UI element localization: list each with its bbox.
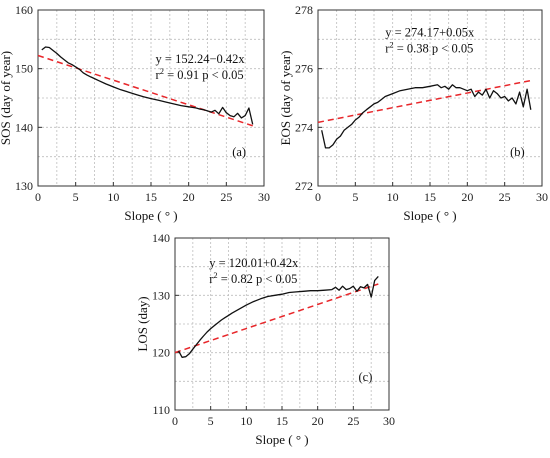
x-tick-label: 25 <box>499 190 511 204</box>
x-tick-label: 15 <box>424 190 436 204</box>
regression-equation: y = 120.01+0.42x <box>209 256 299 270</box>
y-axis-title: SOS (day of year) <box>0 51 13 145</box>
x-tick-label: 20 <box>461 190 473 204</box>
x-axis-title: Slope ( ° ) <box>403 208 456 223</box>
x-axis-title: Slope ( ° ) <box>124 208 177 223</box>
x-tick-label: 10 <box>387 190 399 204</box>
x-tick-label: 10 <box>107 190 119 204</box>
y-tick-label: 274 <box>295 120 313 134</box>
trend-line <box>317 79 531 124</box>
panel-c: 0 5 10 15 20 25 30 110 120 130 140 Slope ( ° ) LOS (… <box>135 231 395 447</box>
y-tick-label: 160 <box>15 3 33 17</box>
panel-label: (a) <box>232 145 246 159</box>
trend-line <box>174 283 379 354</box>
x-tick-label: 5 <box>208 414 214 428</box>
y-tick-label: 130 <box>152 288 170 302</box>
x-tick-label: 0 <box>172 414 178 428</box>
panel-label: (c) <box>359 370 373 384</box>
y-tick-label: 120 <box>152 346 170 360</box>
y-axis-title: LOS (day) <box>135 296 150 351</box>
x-tick-label: 20 <box>183 190 195 204</box>
x-tick-label: 25 <box>220 190 232 204</box>
y-tick-label: 140 <box>152 231 170 245</box>
regression-equation: y = 152.24−0.42x <box>156 52 246 66</box>
x-tick-label: 5 <box>352 190 358 204</box>
x-tick-label: 0 <box>35 190 41 204</box>
observed-series-line <box>178 275 379 358</box>
x-tick-label: 15 <box>276 414 288 428</box>
x-tick-label: 30 <box>383 414 395 428</box>
x-axis-title: Slope ( ° ) <box>255 432 308 447</box>
x-tick-label: 5 <box>73 190 79 204</box>
y-axis-title: EOS (day of year) <box>278 51 293 146</box>
y-tick-label: 110 <box>152 403 170 417</box>
observed-series-line <box>321 84 532 149</box>
x-tick-label: 25 <box>347 414 359 428</box>
x-tick-label: 20 <box>312 414 324 428</box>
y-tick-label: 130 <box>15 179 33 193</box>
observed-series-line <box>41 46 254 125</box>
panel-b: 0 5 10 15 20 25 30 272 274 276 278 Slope ( ° ) EOS (… <box>278 3 548 223</box>
trend-line <box>37 54 253 127</box>
x-tick-label: 30 <box>536 190 548 204</box>
regression-stats: r2 = 0.82 p < 0.05 <box>209 270 297 286</box>
x-tick-label: 15 <box>145 190 157 204</box>
x-tick-label: 30 <box>258 190 270 204</box>
regression-stats: r2 = 0.38 p < 0.05 <box>385 39 473 55</box>
y-tick-label: 278 <box>295 3 313 17</box>
y-tick-label: 272 <box>295 179 313 193</box>
x-tick-label: 0 <box>315 190 321 204</box>
panel-a: 0 5 10 15 20 25 30 130 140 150 160 Slope ( ° ) SOS (… <box>0 3 270 223</box>
x-tick-label: 10 <box>240 414 252 428</box>
panel-label: (b) <box>510 145 525 159</box>
regression-equation: y = 274.17+0.05x <box>385 25 475 39</box>
y-tick-label: 276 <box>295 62 313 76</box>
y-tick-label: 150 <box>15 62 33 76</box>
regression-stats: r2 = 0.91 p < 0.05 <box>156 66 244 82</box>
y-tick-label: 140 <box>15 120 33 134</box>
